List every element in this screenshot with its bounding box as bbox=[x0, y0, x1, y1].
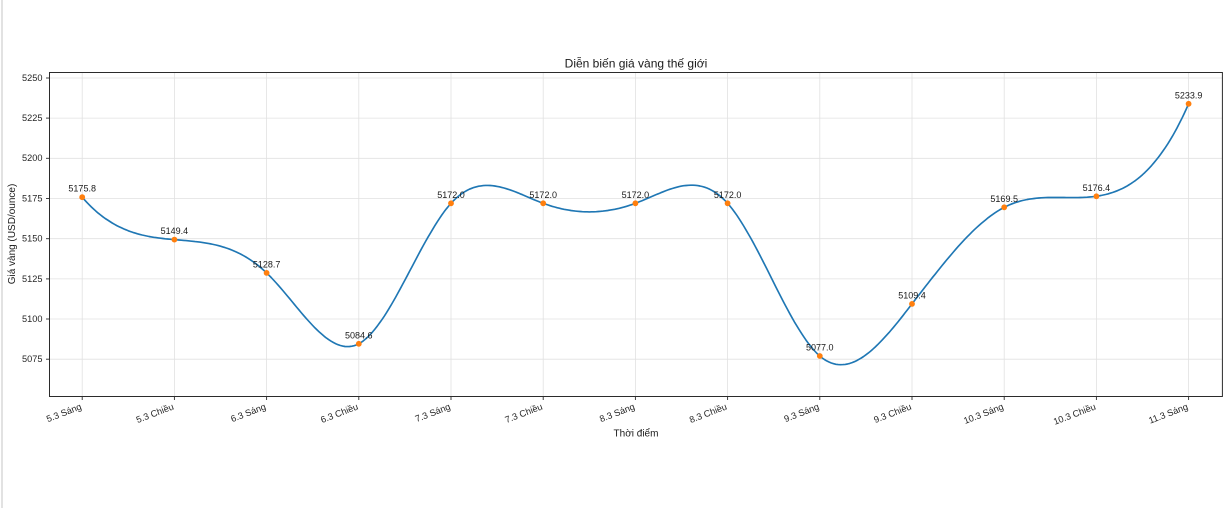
svg-text:5.3 Chiều: 5.3 Chiều bbox=[135, 402, 175, 425]
svg-text:8.3 Chiều: 8.3 Chiều bbox=[688, 402, 728, 425]
svg-text:5150: 5150 bbox=[22, 234, 42, 244]
svg-text:5169.5: 5169.5 bbox=[990, 194, 1018, 204]
svg-text:7.3 Sáng: 7.3 Sáng bbox=[414, 402, 452, 425]
svg-text:5075: 5075 bbox=[22, 354, 42, 364]
svg-text:Giá vàng (USD/ounce): Giá vàng (USD/ounce) bbox=[7, 184, 18, 285]
svg-text:5.3 Sáng: 5.3 Sáng bbox=[45, 402, 83, 425]
svg-text:5149.4: 5149.4 bbox=[161, 226, 189, 236]
svg-text:5100: 5100 bbox=[22, 314, 42, 324]
svg-text:5175: 5175 bbox=[22, 193, 42, 203]
svg-text:5128.7: 5128.7 bbox=[253, 259, 281, 269]
svg-text:5176.4: 5176.4 bbox=[1083, 183, 1111, 193]
svg-text:5172.0: 5172.0 bbox=[529, 190, 557, 200]
svg-text:9.3 Chiều: 9.3 Chiều bbox=[872, 402, 912, 425]
svg-text:5109.4: 5109.4 bbox=[898, 290, 926, 300]
svg-text:8.3 Sáng: 8.3 Sáng bbox=[598, 402, 636, 425]
svg-text:5172.0: 5172.0 bbox=[714, 190, 742, 200]
svg-text:5175.8: 5175.8 bbox=[68, 184, 96, 194]
svg-text:7.3 Chiều: 7.3 Chiều bbox=[504, 402, 544, 425]
svg-text:6.3 Sáng: 6.3 Sáng bbox=[229, 402, 267, 425]
svg-text:11.3 Sáng: 11.3 Sáng bbox=[1147, 402, 1189, 426]
svg-text:5172.0: 5172.0 bbox=[622, 190, 650, 200]
svg-text:5084.6: 5084.6 bbox=[345, 330, 373, 340]
svg-text:5200: 5200 bbox=[22, 153, 42, 163]
svg-text:5250: 5250 bbox=[22, 73, 42, 83]
svg-text:Thời điểm: Thời điểm bbox=[614, 428, 659, 440]
svg-text:Diễn biến giá vàng thế giới: Diễn biến giá vàng thế giới bbox=[565, 56, 708, 71]
svg-text:9.3 Sáng: 9.3 Sáng bbox=[783, 402, 821, 425]
svg-text:6.3 Chiều: 6.3 Chiều bbox=[319, 402, 359, 425]
svg-text:10.3 Chiều: 10.3 Chiều bbox=[1052, 402, 1097, 427]
svg-text:5125: 5125 bbox=[22, 274, 42, 284]
svg-text:5233.9: 5233.9 bbox=[1175, 90, 1203, 100]
svg-text:5225: 5225 bbox=[22, 113, 42, 123]
svg-text:5172.0: 5172.0 bbox=[437, 190, 465, 200]
svg-text:5077.0: 5077.0 bbox=[806, 343, 834, 353]
svg-text:10.3 Sáng: 10.3 Sáng bbox=[962, 402, 1005, 426]
